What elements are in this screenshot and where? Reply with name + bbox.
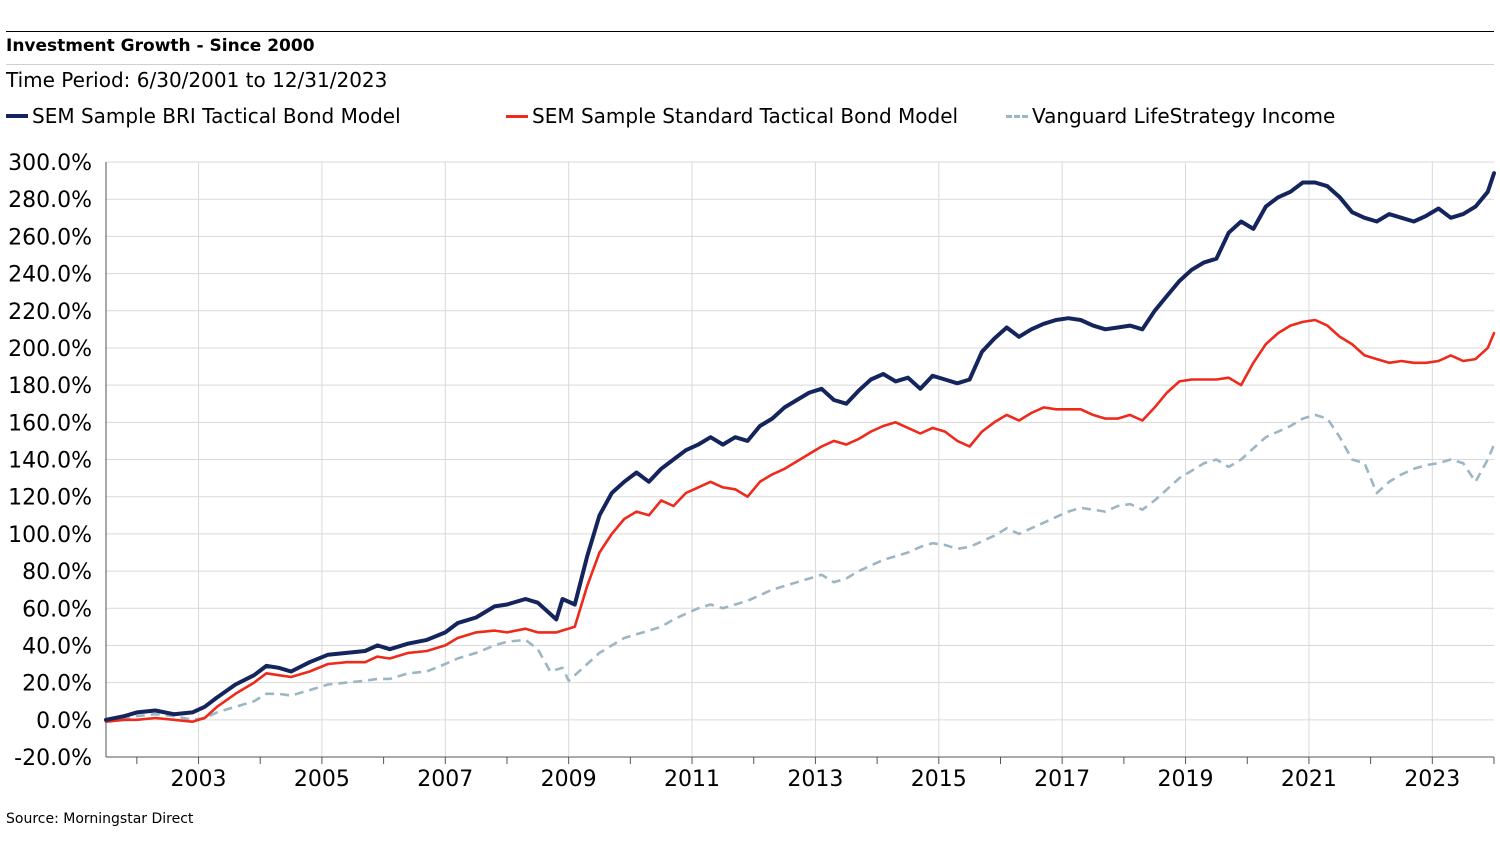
x-tick-label: 2019 xyxy=(1158,767,1214,792)
x-tick-label: 2011 xyxy=(664,767,720,792)
legend-label-vanguard: Vanguard LifeStrategy Income xyxy=(1032,104,1336,128)
legend-item-bri: SEM Sample BRI Tactical Bond Model xyxy=(6,104,401,128)
legend-label-bri: SEM Sample BRI Tactical Bond Model xyxy=(32,104,401,128)
y-tick-label: 120.0% xyxy=(8,486,92,511)
legend-swatch-vanguard xyxy=(1006,114,1028,118)
y-tick-label: 140.0% xyxy=(8,449,92,474)
y-tick-label: 260.0% xyxy=(8,225,92,250)
chart-title: Investment Growth - Since 2000 xyxy=(6,36,315,56)
y-tick-label: 100.0% xyxy=(8,523,92,548)
series-line-1 xyxy=(104,318,1496,723)
x-tick-label: 2015 xyxy=(911,767,967,792)
x-tick-label: 2021 xyxy=(1281,767,1337,792)
series-line-0 xyxy=(104,171,1496,722)
y-tick-label: 200.0% xyxy=(8,337,92,362)
title-rule xyxy=(6,31,1494,32)
subtitle-rule xyxy=(6,64,1494,65)
y-tick-label: 240.0% xyxy=(8,263,92,288)
legend-swatch-standard xyxy=(506,114,528,118)
y-tick-label: 60.0% xyxy=(22,597,92,622)
x-tick-label: 2007 xyxy=(417,767,473,792)
x-tick-label: 2009 xyxy=(541,767,597,792)
x-tick-label: 2017 xyxy=(1034,767,1090,792)
y-tick-label: 0.0% xyxy=(36,709,92,734)
y-tick-label: 20.0% xyxy=(22,672,92,697)
legend-swatch-bri xyxy=(6,114,28,118)
legend-label-standard: SEM Sample Standard Tactical Bond Model xyxy=(532,104,959,128)
y-tick-label: 280.0% xyxy=(8,188,92,213)
y-tick-label: 180.0% xyxy=(8,374,92,399)
y-tick-label: 220.0% xyxy=(8,300,92,325)
y-tick-label: 80.0% xyxy=(22,560,92,585)
time-period-label: Time Period: 6/30/2001 to 12/31/2023 xyxy=(6,68,388,92)
legend-item-vanguard: Vanguard LifeStrategy Income xyxy=(1006,104,1335,128)
series-line-2 xyxy=(105,413,1496,722)
x-tick-label: 2013 xyxy=(787,767,843,792)
x-tick-label: 2005 xyxy=(294,767,350,792)
source-note: Source: Morningstar Direct xyxy=(6,811,194,827)
y-tick-label: 160.0% xyxy=(8,411,92,436)
legend-item-standard: SEM Sample Standard Tactical Bond Model xyxy=(506,104,958,128)
y-tick-label: 40.0% xyxy=(22,634,92,659)
y-tick-label: -20.0% xyxy=(14,746,92,771)
x-tick-label: 2023 xyxy=(1404,767,1460,792)
y-tick-label: 300.0% xyxy=(8,151,92,176)
x-tick-label: 2003 xyxy=(171,767,227,792)
